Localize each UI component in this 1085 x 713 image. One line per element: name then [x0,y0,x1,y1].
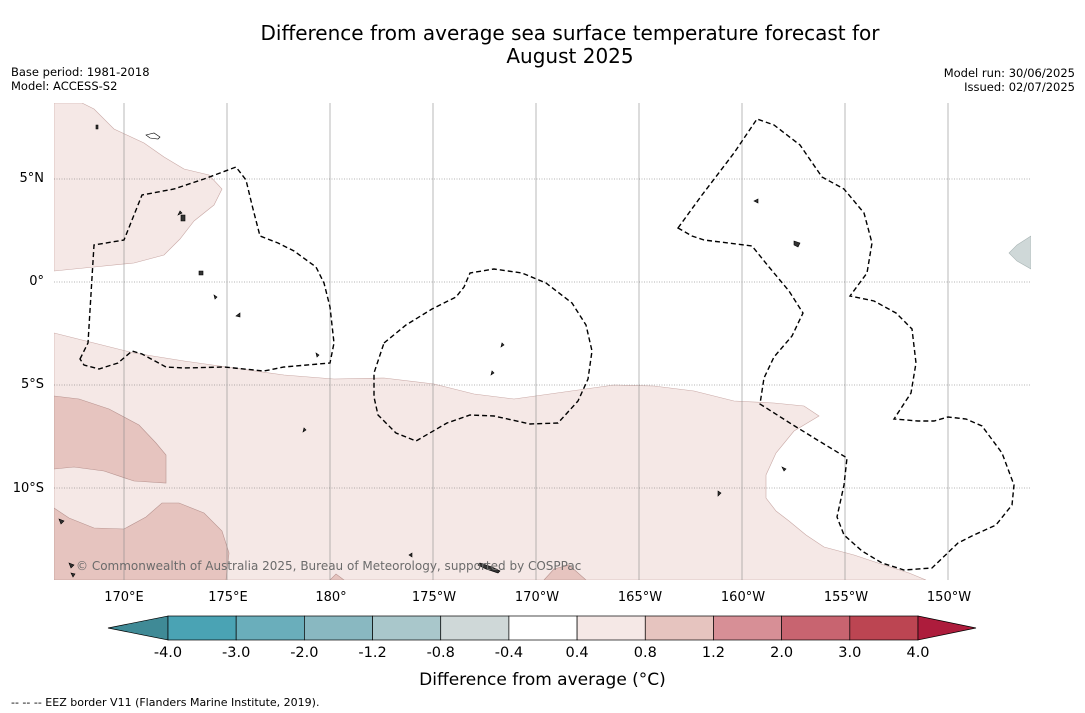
island-west-south-3 [70,572,76,578]
colorbar-segment [440,615,510,641]
island-group-north-3 [180,214,186,222]
island-samoa-2 [408,552,413,558]
map-title: Difference from average sea surface temp… [0,22,1085,68]
lon-label-175w: 175°W [411,590,457,605]
anomaly-region-south [54,332,927,580]
colorbar [107,615,977,641]
anomaly-region-south-tiny [329,573,345,580]
colorbar-segment [304,615,373,641]
colorbar-tick-label: 1.2 [701,645,725,661]
colorbar-tick-label: -3.0 [222,645,251,661]
lat-label-0: 0° [29,274,44,289]
island-west-south-1 [58,518,65,525]
colorbar-tick-label: 4.0 [906,645,930,661]
island-phoenix-1 [198,270,204,276]
colorbar-tick-label: 3.0 [838,645,862,661]
island-phoenix-3 [235,312,241,318]
colorbar-segment [781,615,851,641]
colorbar-extend-high [917,615,977,641]
colorbar-segments [167,615,919,641]
lat-label-5s: 5°S [20,377,44,392]
lon-label-170w: 170°W [514,590,560,605]
colorbar-tick-label: 2.0 [770,645,794,661]
island-line-2 [793,240,801,248]
lon-label-155w: 155°W [823,590,869,605]
anomaly-region-northwest [54,103,223,272]
island-line-1 [753,198,759,204]
issued-date: Issued: 02/07/2025 [964,80,1075,94]
island-samoa-1 [477,562,501,574]
colorbar-tick-label: -2.0 [290,645,319,661]
colorbar-title: Difference from average (°C) [419,670,666,690]
meta-right: Model run: 30/06/2025 Issued: 02/07/2025 [944,66,1075,94]
colorbar-tick-label: 0.4 [565,645,589,661]
eez-border-east-north [676,118,1015,571]
island-central-2 [500,342,505,348]
island-line-3 [781,466,787,472]
anomaly-region-east-cool [1008,235,1031,270]
copyright-notice: © Commonwealth of Australia 2025, Bureau… [76,559,582,573]
lat-label-5n: 5°N [19,171,45,186]
colorbar-segment [576,615,646,641]
anomaly-region-southwest [54,395,167,484]
eez-footnote: -- -- -- EEZ border V11 (Flanders Marine… [11,696,320,709]
lon-label-165w: 165°W [617,590,663,605]
island-central-3 [717,490,722,497]
island-tokelau [315,352,320,358]
island-central-4 [302,427,307,433]
colorbar-segment [644,615,714,641]
colorbar-tick-label: -0.8 [426,645,455,661]
map-gridlines [123,103,949,580]
meta-left: Base period: 1981-2018 Model: ACCESS-S2 [11,65,150,93]
colorbar-tick-label: 0.8 [633,645,657,661]
model-name: Model: ACCESS-S2 [11,79,118,93]
island-group-north-1 [145,132,161,140]
colorbar-segment [713,615,782,641]
island-phoenix-2 [213,294,218,300]
title-line-1: Difference from average sea surface temp… [260,21,880,45]
title-line-2: August 2025 [506,44,634,68]
lon-label-175e: 175°E [208,590,248,605]
lon-label-150w: 150°W [926,590,972,605]
colorbar-segment [372,615,442,641]
island-central-1 [490,370,495,376]
colorbar-segment [849,615,919,641]
anomaly-region-southwest-lower [54,502,230,580]
colorbar-tick-label: -1.2 [358,645,387,661]
islands [58,124,801,578]
eez-borders [79,118,1015,571]
colorbar-segment [167,615,237,641]
colorbar-tick-label: -0.4 [494,645,524,661]
lon-label-170e: 170°E [104,590,144,605]
island-west-south-2 [68,562,75,569]
lat-label-10s: 10°S [12,481,44,496]
sst-anomaly-map [54,103,1031,580]
colorbar-segment [508,615,578,641]
anomaly-region-south-small [543,564,587,580]
island-group-north-2 [95,124,99,130]
eez-border-west [79,166,335,372]
colorbar-tick-label: -4.0 [153,645,183,661]
model-run: Model run: 30/06/2025 [943,66,1075,80]
lon-label-160w: 160°W [720,590,766,605]
island-group-north-4 [177,210,183,216]
base-period: Base period: 1981-2018 [11,65,150,79]
colorbar-segment [235,615,305,641]
lon-label-180: 180° [315,590,347,605]
colorbar-extend-low [107,615,169,641]
